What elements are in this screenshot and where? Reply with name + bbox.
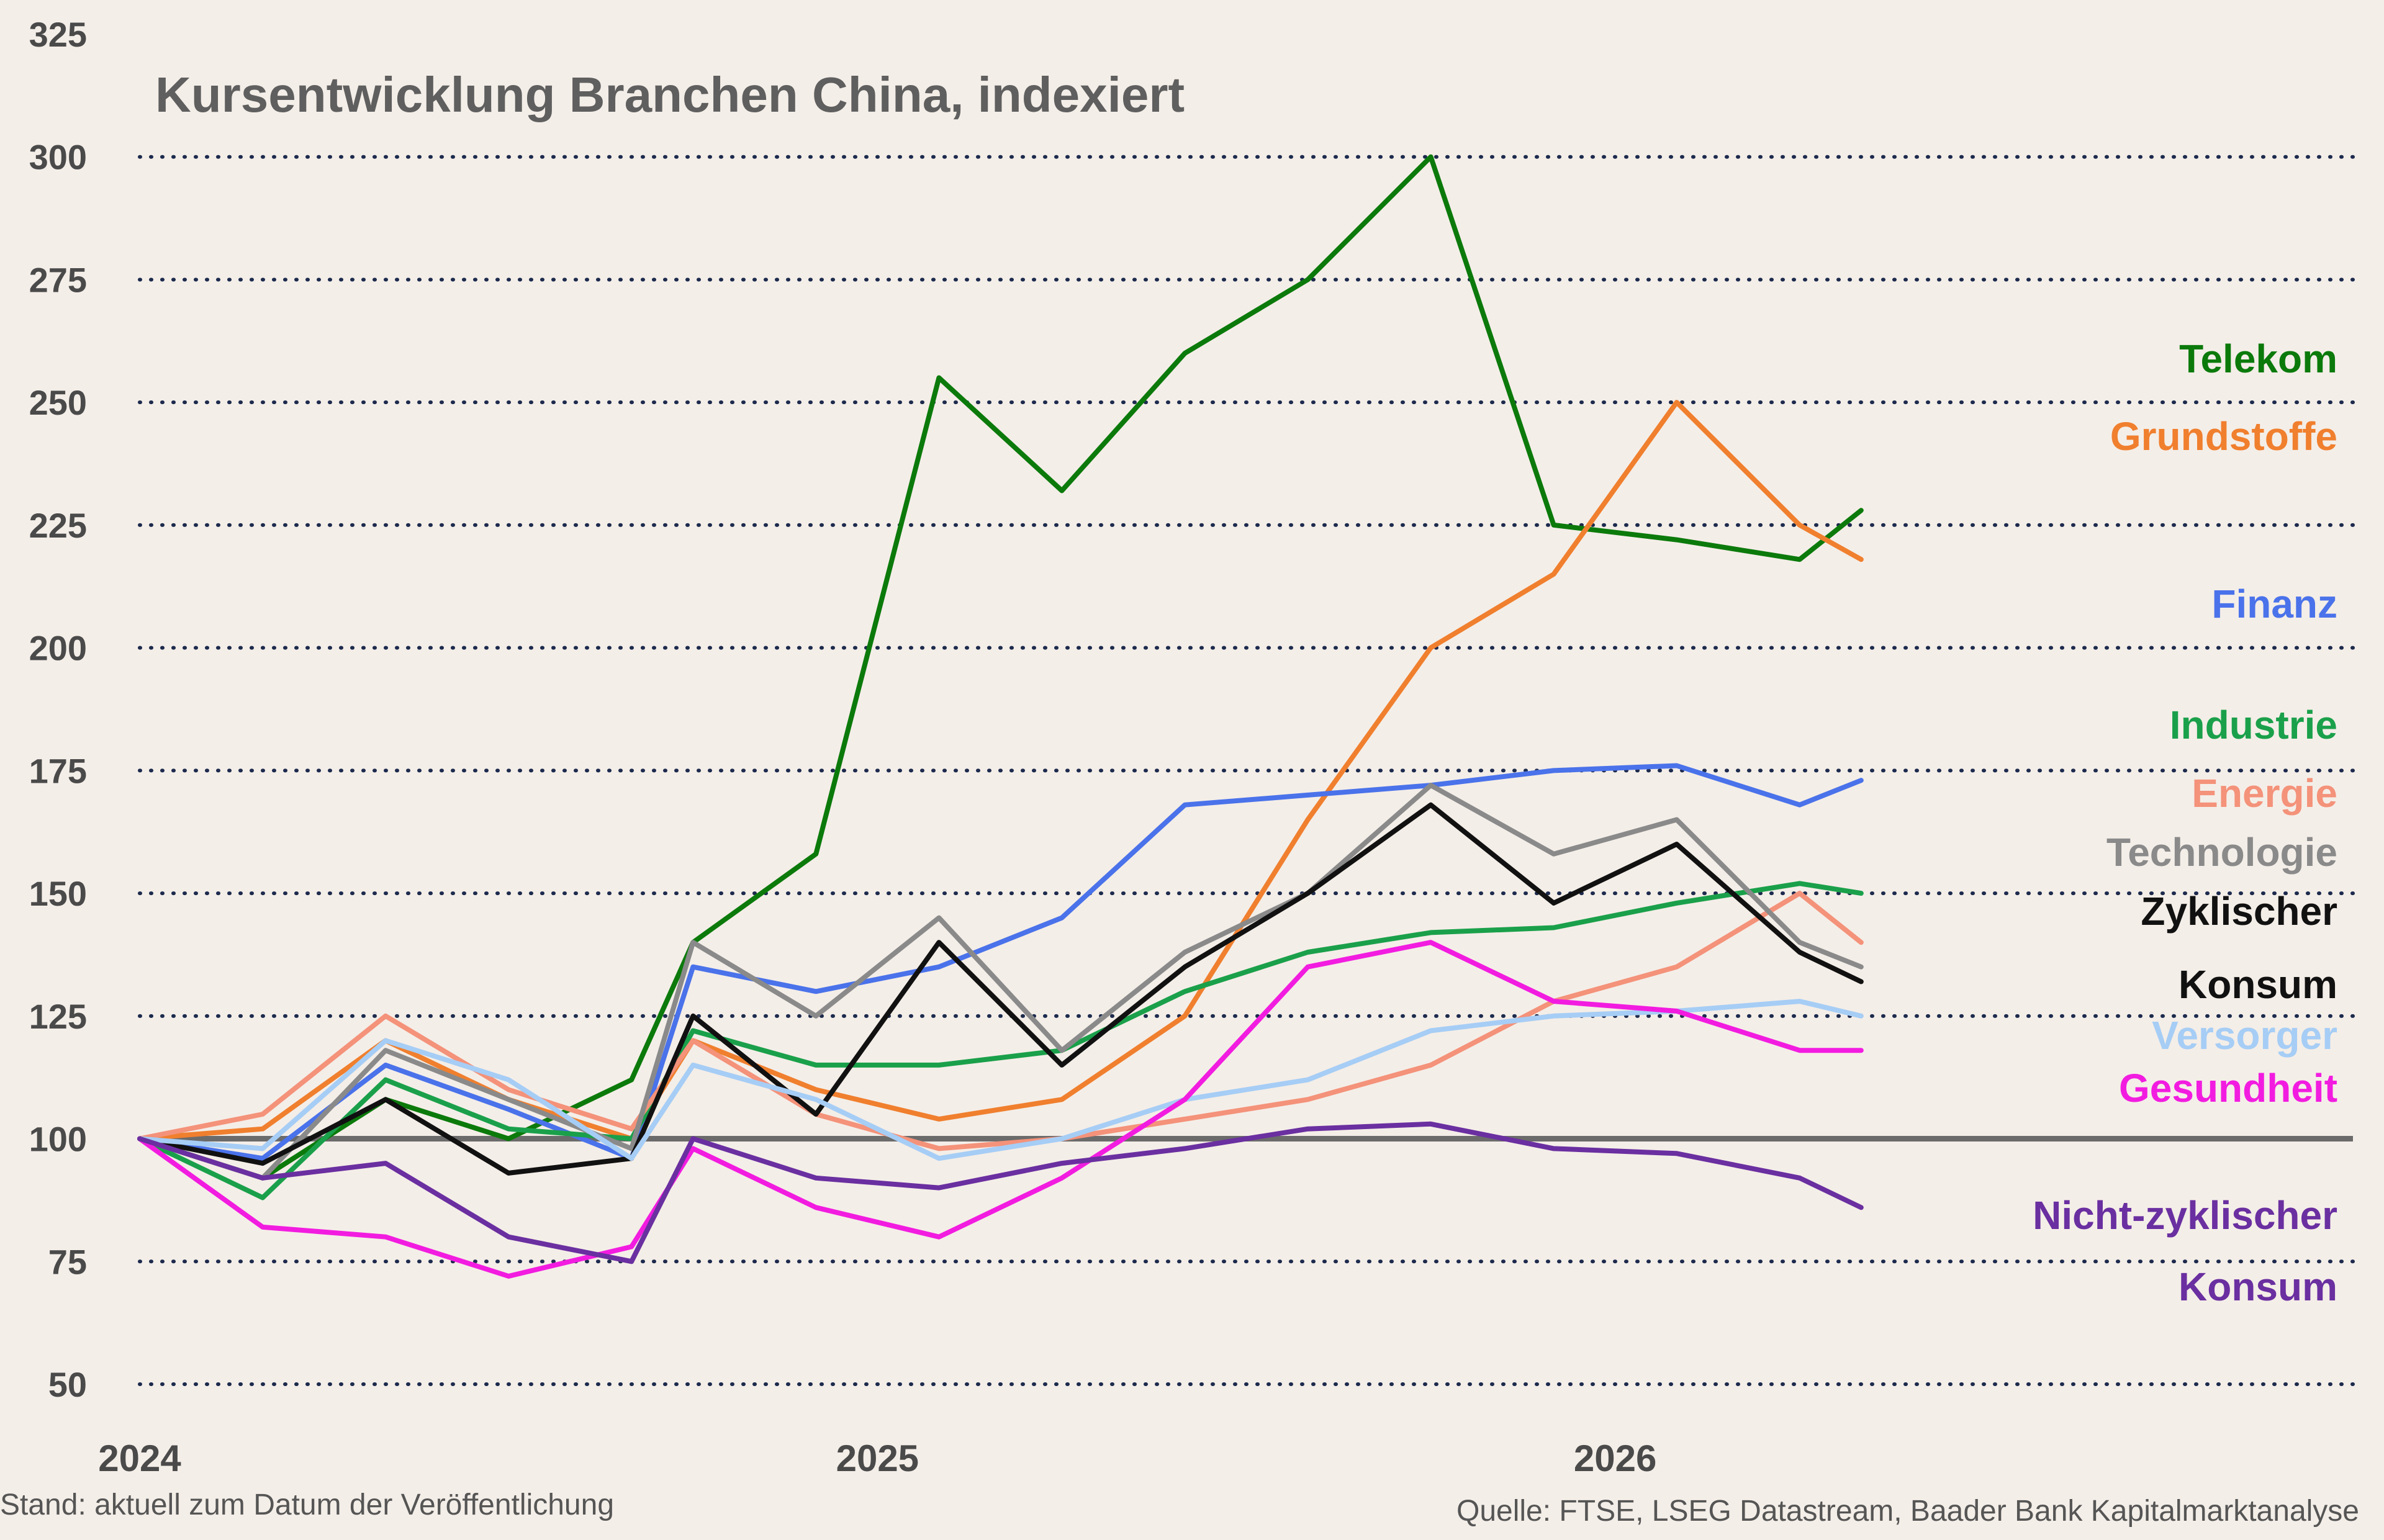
series-line-1: [137, 154, 1864, 1181]
y-tick-label: 75: [48, 1242, 87, 1281]
y-tick-label: 300: [29, 138, 87, 177]
legend-label: Konsum: [2179, 1264, 2337, 1309]
legend-label: Gesundheit: [2119, 1066, 2337, 1110]
x-tick-label: 2026: [1574, 1438, 1656, 1479]
y-axis-ticks: 50 75 100 125 150 175 200 225 250 275 300 325: [29, 15, 87, 1404]
legend-label: Grundstoffe: [2110, 414, 2337, 459]
legend-label: Finanz: [2211, 582, 2337, 626]
series-line-5: [137, 891, 1864, 1151]
y-tick-label: 50: [48, 1365, 87, 1404]
x-tick-label: 2025: [836, 1438, 919, 1479]
gridlines: [138, 155, 2355, 1386]
y-tick-label: 275: [29, 260, 87, 299]
series-line-6: [137, 783, 1864, 1181]
y-tick-label: 175: [29, 751, 87, 790]
legend-label: Nicht-zyklischer: [2033, 1193, 2337, 1238]
series-line-9: [137, 940, 1864, 1279]
footer-stand: Stand: aktuell zum Datum der Veröffentli…: [0, 1488, 614, 1521]
y-tick-label: 250: [29, 383, 87, 422]
y-tick-label: 200: [29, 629, 87, 668]
series-line-8: [137, 999, 1864, 1161]
series-line-3: [137, 763, 1864, 1161]
series-line-10: [137, 1121, 1864, 1264]
y-tick-label: 125: [29, 997, 87, 1036]
legend-label: Energie: [2192, 771, 2337, 816]
series-line-2: [137, 400, 1864, 1141]
series-line-4: [137, 881, 1864, 1200]
legend-label: Konsum: [2179, 962, 2337, 1007]
legend-labels: Telekom Grundstoffe Finanz Industrie Energie…: [2033, 336, 2337, 1309]
y-tick-label: 150: [29, 874, 87, 913]
x-axis-ticks: 2024 2025 2026: [98, 1438, 1656, 1479]
series-line-7: [137, 802, 1864, 1176]
legend-label: Zyklischer: [2141, 889, 2337, 934]
legend-label: Versorger: [2152, 1013, 2337, 1058]
y-tick-label: 100: [29, 1120, 87, 1159]
y-tick-label: 325: [29, 15, 87, 54]
legend-label: Technologie: [2106, 830, 2337, 875]
chart-title: Kursentwicklung Branchen China, indexier…: [155, 67, 1185, 122]
series-lines: [137, 154, 1864, 1279]
y-tick-label: 225: [29, 506, 87, 545]
legend-label: Industrie: [2170, 703, 2337, 747]
legend-label: Telekom: [2179, 336, 2337, 381]
x-tick-label: 2024: [98, 1438, 181, 1479]
footer-source: Quelle: FTSE, LSEG Datastream, Baader Ba…: [1456, 1495, 2359, 1528]
